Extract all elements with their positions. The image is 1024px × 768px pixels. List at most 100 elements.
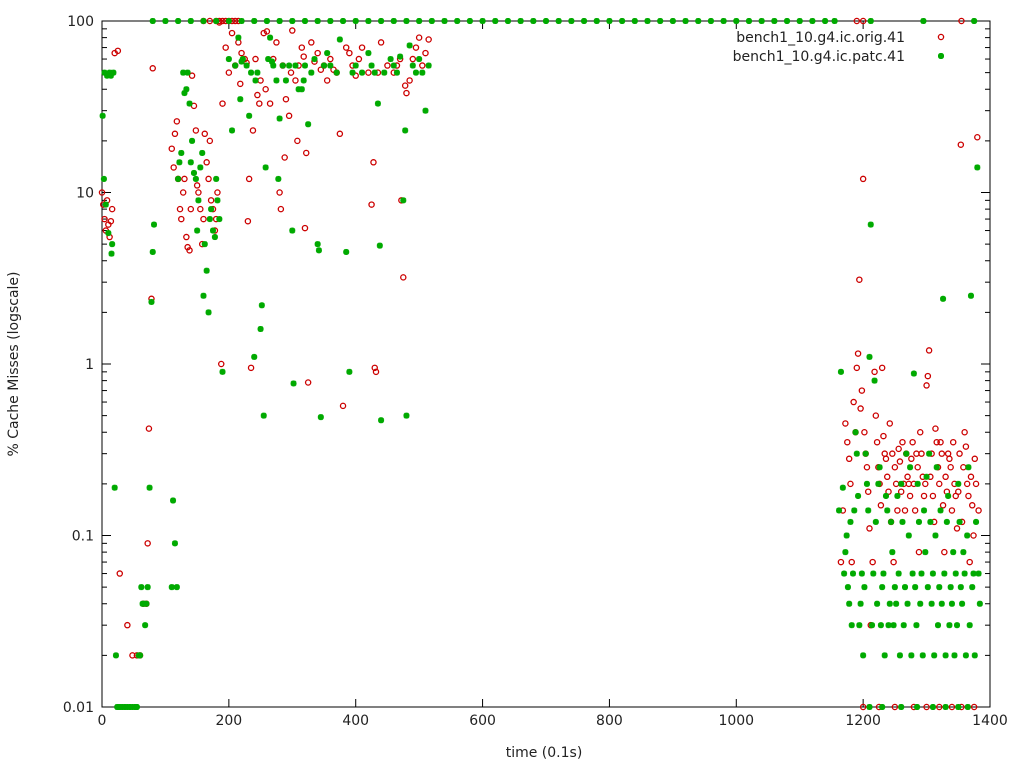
data-point (187, 18, 194, 24)
data-point (892, 480, 900, 488)
data-point (948, 600, 955, 607)
data-point (371, 69, 378, 76)
data-point (336, 36, 343, 43)
data-point (466, 18, 473, 24)
data-point (947, 584, 954, 591)
data-point (219, 368, 226, 375)
data-point (245, 175, 253, 183)
data-point (669, 18, 676, 24)
data-point (262, 164, 269, 171)
data-point (923, 382, 930, 389)
data-point (246, 112, 253, 119)
data-point (925, 347, 933, 354)
data-point (195, 197, 202, 204)
data-point (758, 18, 765, 24)
data-point (873, 438, 881, 446)
x-tick-label: 600 (469, 713, 496, 729)
data-point (372, 368, 380, 376)
data-point (110, 69, 117, 76)
data-point (581, 18, 588, 24)
plot-frame (101, 20, 991, 708)
data-point (138, 584, 145, 591)
data-point (850, 398, 857, 406)
data-point (871, 377, 878, 384)
data-point (195, 189, 202, 196)
data-point (368, 201, 375, 208)
data-point (891, 584, 898, 591)
data-point (954, 622, 961, 629)
data-point (207, 197, 215, 204)
data-point (928, 600, 935, 607)
data-point (187, 205, 195, 213)
data-point (149, 248, 156, 255)
data-point (942, 473, 949, 481)
data-point (260, 29, 267, 37)
data-point (945, 492, 952, 499)
data-point (149, 65, 156, 72)
data-point (644, 18, 651, 24)
data-point (885, 622, 892, 629)
data-point (956, 518, 963, 525)
y-tick-label: 0.1 (72, 529, 94, 545)
data-point (285, 112, 293, 120)
data-point (422, 107, 429, 114)
data-point (875, 480, 882, 487)
data-point (205, 175, 212, 183)
data-point (970, 703, 978, 711)
data-point (941, 570, 948, 577)
data-point (289, 18, 296, 24)
data-point (279, 62, 286, 69)
data-point (143, 600, 150, 607)
data-point (359, 69, 366, 76)
data-point (336, 130, 344, 138)
data-point (99, 112, 106, 119)
data-point (914, 464, 921, 471)
data-point (225, 69, 233, 76)
data-point (970, 532, 977, 539)
data-point (974, 133, 981, 141)
data-point (895, 445, 902, 453)
data-point (866, 525, 873, 532)
data-point (98, 189, 106, 196)
data-point (419, 62, 426, 69)
data-point (859, 17, 867, 25)
data-point (898, 704, 905, 710)
data-point (402, 127, 409, 134)
data-point (867, 221, 874, 228)
data-point (203, 267, 210, 274)
data-point (682, 18, 689, 24)
data-point (897, 488, 905, 495)
data-point (929, 704, 936, 710)
data-point (858, 387, 866, 394)
data-point (403, 89, 410, 97)
data-point (864, 488, 872, 495)
data-point (891, 703, 899, 711)
data-point (877, 502, 885, 509)
data-point (967, 292, 974, 299)
data-point (178, 215, 185, 223)
data-point (886, 600, 893, 607)
data-point (308, 69, 315, 76)
data-point (231, 17, 239, 25)
data-point (114, 47, 122, 55)
data-point (931, 652, 938, 659)
y-tick-label: 10 (76, 186, 94, 202)
data-point (940, 295, 947, 302)
x-axis-label: time (0.1s) (506, 745, 583, 761)
data-point (247, 364, 255, 372)
data-point (409, 62, 416, 69)
data-point (403, 412, 410, 419)
data-point (901, 507, 909, 514)
data-point (251, 18, 258, 24)
data-point (948, 507, 956, 514)
data-point (903, 450, 910, 457)
data-point (175, 18, 182, 24)
legend-marker-patc (938, 53, 944, 59)
data-point (961, 570, 968, 577)
data-point (966, 558, 973, 566)
data-point (327, 62, 334, 69)
data-point (300, 77, 307, 84)
data-point (619, 18, 626, 24)
data-point (267, 34, 274, 41)
data-point (305, 121, 312, 128)
